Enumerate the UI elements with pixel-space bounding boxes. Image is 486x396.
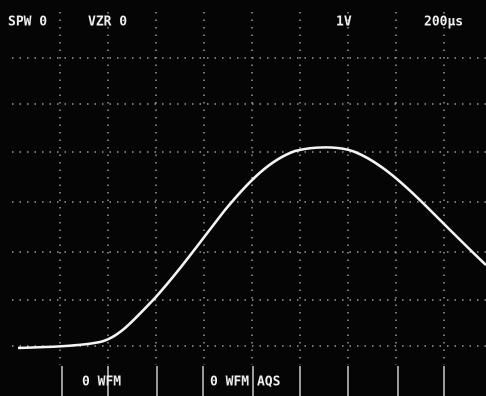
channel-label: SPW 0 bbox=[8, 15, 47, 30]
reference-label: VZR 0 bbox=[88, 15, 127, 30]
screen-background bbox=[0, 0, 486, 396]
volts-per-div: 1V bbox=[336, 15, 352, 30]
waveform-label: 0 WFM bbox=[82, 375, 121, 390]
acquisition-label: 0 WFM AQS bbox=[210, 375, 281, 390]
time-per-div: 200µs bbox=[424, 15, 463, 30]
scope-screen: SPW 0 VZR 0 1V 200µs 0 WFM 0 WFM AQS bbox=[0, 0, 486, 396]
